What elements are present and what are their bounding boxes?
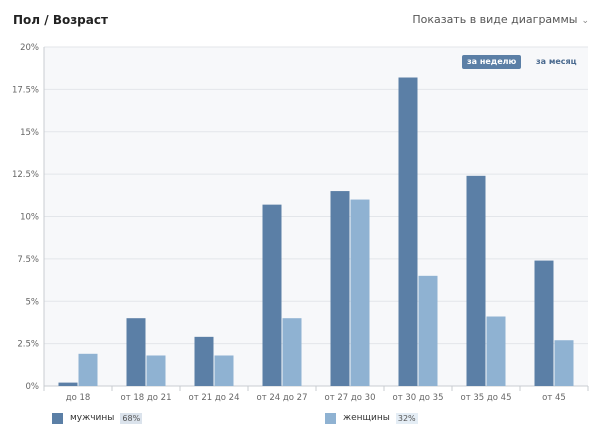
x-tick-label: от 35 до 45 xyxy=(461,393,512,403)
x-tick-label: до 18 xyxy=(66,393,91,403)
x-tick-label: от 21 до 24 xyxy=(189,393,240,403)
view-toggle-label: Показать в виде диаграммы xyxy=(412,13,578,26)
x-tick-label: от 27 до 30 xyxy=(325,393,376,403)
bar-women xyxy=(350,199,370,386)
bar-women xyxy=(554,340,574,386)
period-week-button[interactable]: за неделю xyxy=(462,55,522,69)
x-tick-label: от 45 xyxy=(542,393,566,403)
y-tick-label: 10% xyxy=(20,213,39,223)
bar-men xyxy=(466,175,486,386)
legend-item-men: мужчины 68% xyxy=(52,409,143,427)
legend-swatch-men xyxy=(52,412,63,424)
legend-label-women: женщины xyxy=(343,413,390,423)
period-month-button[interactable]: за месяц xyxy=(536,57,577,66)
page-title: Пол / Возраст xyxy=(13,13,108,27)
y-tick-label: 12.5% xyxy=(12,170,39,180)
bar-men xyxy=(398,77,418,386)
legend-label-men: мужчины xyxy=(70,413,115,423)
bar-men xyxy=(194,336,214,386)
legend-item-women: женщины 32% xyxy=(325,409,418,427)
y-tick-label: 0% xyxy=(26,382,40,392)
legend-swatch-women xyxy=(325,412,336,424)
bar-men xyxy=(330,191,350,386)
chevron-down-icon: ⌄ xyxy=(581,16,589,26)
bar-men xyxy=(58,382,78,386)
bar-men xyxy=(126,318,146,386)
x-tick-label: от 24 до 27 xyxy=(257,393,308,403)
legend-percent-men: 68% xyxy=(120,412,143,424)
y-tick-label: 20% xyxy=(20,43,39,53)
y-tick-label: 2.5% xyxy=(17,340,39,350)
bar-women xyxy=(486,316,506,386)
view-as-diagram-toggle[interactable]: Показать в виде диаграммы ⌄ xyxy=(412,13,589,26)
bar-women xyxy=(78,353,98,386)
y-tick-label: 7.5% xyxy=(17,255,39,265)
bar-women xyxy=(418,275,438,386)
y-tick-label: 5% xyxy=(26,297,40,307)
bar-men xyxy=(262,204,282,386)
bar-women xyxy=(146,355,166,386)
x-tick-label: от 18 до 21 xyxy=(121,393,172,403)
x-tick-label: от 30 до 35 xyxy=(393,393,444,403)
y-tick-label: 15% xyxy=(20,128,39,138)
legend-percent-women: 32% xyxy=(395,412,418,424)
y-tick-label: 17.5% xyxy=(12,85,39,95)
bar-men xyxy=(534,260,554,386)
bar-women xyxy=(282,318,302,386)
bar-women xyxy=(214,355,234,386)
